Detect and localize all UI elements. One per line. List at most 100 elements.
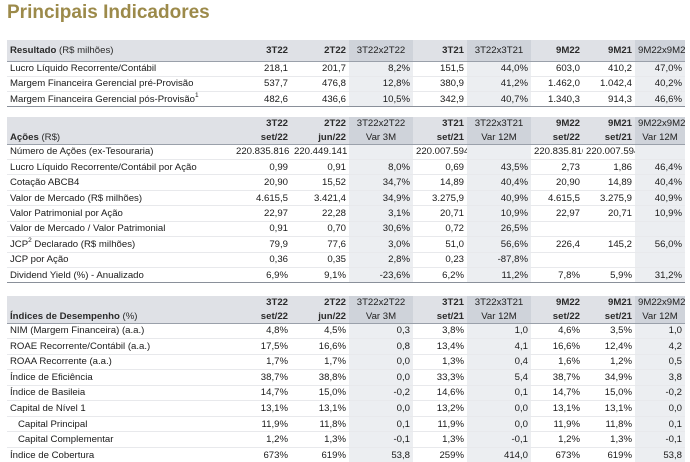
resultado-section-title: Resultado (R$ milhões) <box>7 40 233 62</box>
table-cell: 342,9 <box>413 91 467 108</box>
table-cell: 20,90 <box>233 174 291 191</box>
table-cell: 3,8% <box>413 323 467 340</box>
table-cell: 0,72 <box>413 221 467 238</box>
table-cell: 20,71 <box>413 205 467 222</box>
column-subheader: jun/22 <box>291 309 349 324</box>
row-label: Capital Principal <box>7 416 233 433</box>
table-cell <box>467 144 531 160</box>
table-row: Valor de Mercado / Valor Patrimonial 0,91… <box>7 221 685 238</box>
table-cell: 79,9 <box>233 236 291 253</box>
table-cell: 17,5% <box>233 338 291 355</box>
table-cell: 3,8 <box>635 369 685 386</box>
row-label: Valor de Mercado / Valor Patrimonial <box>7 221 233 238</box>
table-cell: 40,7% <box>467 91 531 108</box>
table-cell: 56,6% <box>467 236 531 253</box>
acoes-section-title <box>7 117 233 131</box>
table-cell: -0,2 <box>349 385 413 402</box>
table-cell: 38,7% <box>531 369 583 386</box>
table-cell: 43,5% <box>467 159 531 176</box>
table-cell: 10,5% <box>349 91 413 108</box>
table-row: Valor de Mercado (R$ milhões) 4.615,5 3.42… <box>7 190 685 207</box>
table-cell: 1,7% <box>291 354 349 371</box>
table-row: Capital Complementar 1,2% 1,3% -0,1 1,3% -0,1… <box>7 431 685 448</box>
table-cell <box>531 221 583 238</box>
footnote-marker: 1 <box>195 91 199 99</box>
column-header: 9M22x9M21 <box>635 117 685 131</box>
table-cell: 34,7% <box>349 174 413 191</box>
row-label: Número de Ações (ex-Tesouraria) <box>7 144 233 160</box>
desempenho-section-title <box>7 296 233 310</box>
table-cell: 12,4% <box>583 338 635 355</box>
row-label: JCP por Ação <box>7 252 233 269</box>
table-row: Margem Financeira Gerencial pós-Provisão… <box>7 91 685 108</box>
table-cell: 1.042,4 <box>583 76 635 93</box>
table-cell: 38,7% <box>233 369 291 386</box>
resultado-header-row: Resultado (R$ milhões) 3T22 2T22 3T22x2T… <box>7 40 685 62</box>
column-header: 3T22x3T21 <box>467 40 531 62</box>
row-label: NIM (Margem Financeira) (a.a.) <box>7 323 233 340</box>
table-cell: 10,9% <box>635 205 685 222</box>
table-row: Cotação ABCB4 20,90 15,52 34,7% 14,89 40,4% 20… <box>7 174 685 191</box>
row-label: Margem Financeira Gerencial pós-Provisão… <box>7 91 233 108</box>
table-row: Lucro Líquido Recorrente/Contábil por Aç… <box>7 159 685 176</box>
table-cell: 20,90 <box>531 174 583 191</box>
table-cell: 4,2 <box>635 338 685 355</box>
table-cell <box>531 252 583 269</box>
table-cell: 220.449.141 <box>291 144 349 160</box>
table-cell: 1,2% <box>233 431 291 448</box>
table-cell: 3,1% <box>349 205 413 222</box>
footnote-marker: 2 <box>28 236 32 244</box>
row-label: Lucro Líquido Recorrente/Contábil por Aç… <box>7 159 233 176</box>
table-cell: 1,7% <box>233 354 291 371</box>
column-subheader: Var 12M <box>467 309 531 324</box>
table-cell: -0,1 <box>467 431 531 448</box>
table-cell: 5,4 <box>467 369 531 386</box>
table-row: Margem Financeira Gerencial pré-Provisão… <box>7 76 685 93</box>
table-row: NIM (Margem Financeira) (a.a.) 4,8% 4,5% 0,… <box>7 323 685 340</box>
column-header: 3T22x2T22 <box>349 296 413 310</box>
table-cell: 0,4 <box>467 354 531 371</box>
row-label: Lucro Líquido Recorrente/Contábil <box>7 61 233 77</box>
table-cell: 13,1% <box>531 400 583 417</box>
table-cell: 619% <box>583 447 635 462</box>
table-cell: 673% <box>531 447 583 462</box>
column-subheader: set/22 <box>531 309 583 324</box>
row-label: Valor de Mercado (R$ milhões) <box>7 190 233 207</box>
table-cell: 40,9% <box>635 190 685 207</box>
table-cell: 53,8 <box>635 447 685 462</box>
table-cell: 220.007.594 <box>583 144 635 160</box>
table-cell <box>635 252 685 269</box>
table-cell: 13,1% <box>291 400 349 417</box>
table-cell: 0,5 <box>635 354 685 371</box>
table-cell: 11,9% <box>233 416 291 433</box>
table-cell: 14,7% <box>233 385 291 402</box>
column-header: 3T22x2T22 <box>349 40 413 62</box>
table-cell <box>583 252 635 269</box>
table-cell: 0,69 <box>413 159 467 176</box>
table-cell: 1,86 <box>583 159 635 176</box>
column-subheader: set/21 <box>413 130 467 145</box>
page-title: Principais Indicadores <box>7 2 210 23</box>
table-cell: 40,9% <box>467 190 531 207</box>
table-cell: 0,35 <box>291 252 349 269</box>
table-cell: 20,71 <box>583 205 635 222</box>
row-label: ROAE Recorrente/Contábil (a.a.) <box>7 338 233 355</box>
table-cell: -0,2 <box>635 385 685 402</box>
table-cell: 46,4% <box>635 159 685 176</box>
table-cell: 40,4% <box>467 174 531 191</box>
table-cell: 4.615,5 <box>233 190 291 207</box>
desempenho-header-row: 3T22 2T22 3T22x2T22 3T21 3T22x3T21 9M22 … <box>7 296 685 310</box>
table-cell: 0,23 <box>413 252 467 269</box>
table-cell <box>583 221 635 238</box>
table-cell: 51,0 <box>413 236 467 253</box>
table-cell: 26,5% <box>467 221 531 238</box>
row-label: Cotação ABCB4 <box>7 174 233 191</box>
table-cell: 226,4 <box>531 236 583 253</box>
table-cell: 14,7% <box>531 385 583 402</box>
table-cell: 1,3% <box>583 431 635 448</box>
table-cell: 0,3 <box>349 323 413 340</box>
desempenho-table: 3T22 2T22 3T22x2T22 3T21 3T22x3T21 9M22 … <box>7 296 685 462</box>
table-cell: 16,6% <box>291 338 349 355</box>
column-header: 9M22x9M21 <box>635 40 685 62</box>
table-cell: 40,2% <box>635 76 685 93</box>
